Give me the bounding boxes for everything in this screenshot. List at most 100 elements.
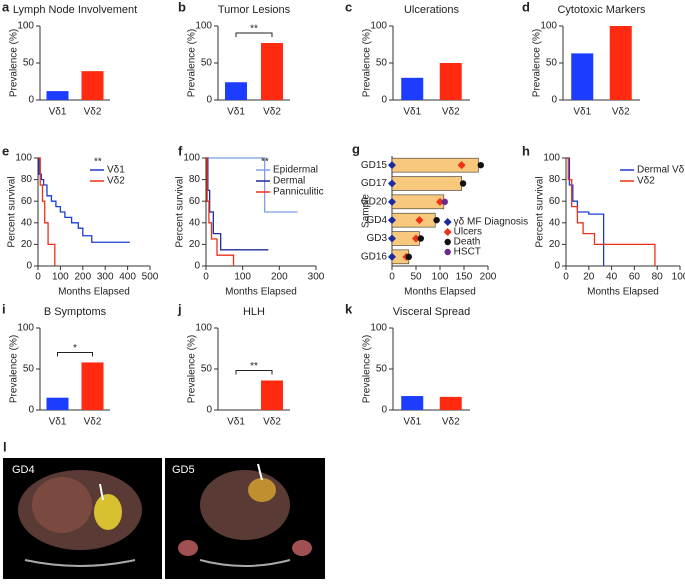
bar xyxy=(439,63,462,100)
bar xyxy=(81,71,104,100)
event-marker xyxy=(388,234,396,243)
chart-title: Tumor Lesions xyxy=(218,4,291,16)
x-tick-label: 0 xyxy=(35,272,41,283)
y-tick-label: 100 xyxy=(543,153,560,164)
x-axis-label: Months Elapsed xyxy=(404,287,476,298)
bar xyxy=(609,26,632,100)
legend-label: Epidermal xyxy=(273,165,318,176)
significance: ** xyxy=(94,157,102,168)
x-tick-label: Vδ1 xyxy=(403,107,421,118)
panel-letter: h xyxy=(522,143,530,158)
legend-label: Death xyxy=(454,237,481,248)
y-tick-label: 60 xyxy=(189,196,201,207)
x-tick-label: 150 xyxy=(456,272,473,283)
y-axis-label: Prevalence (%) xyxy=(532,29,543,97)
y-tick-label: 0 xyxy=(381,95,387,106)
event-marker xyxy=(436,197,444,206)
survival-curve xyxy=(38,157,130,243)
bar xyxy=(391,176,462,191)
body-scan xyxy=(200,470,290,540)
significance-bracket xyxy=(235,369,273,375)
event-marker xyxy=(443,218,452,226)
x-tick-label: Vδ1 xyxy=(227,417,245,428)
panel-letter: g xyxy=(352,141,360,156)
x-tick-label: 100 xyxy=(52,272,69,283)
x-tick-label: Vδ1 xyxy=(49,417,67,428)
y-tick-label: 0 xyxy=(381,405,387,416)
table xyxy=(24,559,136,567)
y-tick-label: 50 xyxy=(376,364,388,375)
chart-title: Cytotoxic Markers xyxy=(557,4,646,16)
image-label: GD5 xyxy=(172,464,195,476)
x-tick-label: Vδ2 xyxy=(442,417,460,428)
y-tick-label: 100 xyxy=(17,323,34,334)
y-axis-label: Prevalence (%) xyxy=(362,335,373,403)
y-tick-label: 100 xyxy=(370,323,387,334)
y-tick-label: 20 xyxy=(549,239,561,250)
y-tick-label: 60 xyxy=(21,196,33,207)
legend-label: Dermal Vδ1 xyxy=(637,165,685,176)
x-tick-label: 40 xyxy=(606,272,618,283)
panel-letter: f xyxy=(178,143,183,158)
y-tick-label: 100 xyxy=(17,21,34,32)
x-tick-label: Vδ2 xyxy=(263,417,281,428)
x-tick-label: 50 xyxy=(410,272,422,283)
chart-title: Ulcerations xyxy=(404,4,460,16)
bar xyxy=(81,362,104,410)
y-tick-label: 50 xyxy=(201,364,213,375)
bar xyxy=(225,82,247,100)
x-tick-label: 500 xyxy=(142,272,159,283)
event-marker xyxy=(457,161,466,170)
y-tick-label: 100 xyxy=(540,21,557,32)
legend-label: Vδ1 xyxy=(107,165,125,176)
y-tick-label: 50 xyxy=(546,58,558,69)
y-tick-label: 100 xyxy=(183,153,200,164)
survival-curve xyxy=(206,157,298,213)
survival-curve xyxy=(206,157,269,251)
y-tick-label: 80 xyxy=(21,174,33,185)
y-axis-label: Percent survival xyxy=(175,176,186,247)
x-tick-label: Vδ2 xyxy=(263,107,281,118)
x-tick-label: Vδ1 xyxy=(227,107,245,118)
event-marker xyxy=(459,180,467,187)
y-tick-label: GD15 xyxy=(361,160,388,171)
bar xyxy=(391,212,436,228)
x-tick-label: 0 xyxy=(563,272,569,283)
y-axis-label: Prevalence (%) xyxy=(187,335,198,403)
organ xyxy=(32,477,92,533)
x-tick-label: 0 xyxy=(203,272,209,283)
event-marker xyxy=(388,197,396,206)
x-tick-label: 100 xyxy=(672,272,685,283)
y-tick-label: 60 xyxy=(549,196,561,207)
y-tick-label: 40 xyxy=(189,217,201,228)
y-tick-label: 100 xyxy=(370,21,387,32)
y-tick-label: GD17 xyxy=(361,178,388,189)
event-marker xyxy=(412,234,420,243)
event-marker xyxy=(443,228,452,236)
x-tick-label: Vδ1 xyxy=(49,107,67,118)
event-marker xyxy=(415,216,424,225)
y-tick-label: 50 xyxy=(201,58,213,69)
panel-letter: d xyxy=(522,0,530,14)
event-marker xyxy=(388,216,396,225)
panel-letter: k xyxy=(345,301,353,316)
y-tick-label: 50 xyxy=(376,58,388,69)
event-marker xyxy=(444,248,451,256)
significance-bracket xyxy=(57,351,93,357)
bar xyxy=(401,396,424,410)
y-axis-label: Percent survival xyxy=(7,176,18,247)
legend-label: Vδ2 xyxy=(107,176,125,187)
event-marker xyxy=(477,161,484,169)
x-tick-label: 0 xyxy=(389,272,395,283)
panel-letter: a xyxy=(2,0,10,14)
x-tick-label: 200 xyxy=(480,272,497,283)
panel-letter: c xyxy=(345,0,352,14)
bar xyxy=(439,396,462,410)
significance-bracket xyxy=(235,32,273,38)
y-tick-label: 20 xyxy=(21,239,33,250)
x-tick-label: 100 xyxy=(234,272,251,283)
panel-letter: j xyxy=(177,301,182,316)
bar xyxy=(46,397,69,410)
significance: ** xyxy=(261,157,269,168)
